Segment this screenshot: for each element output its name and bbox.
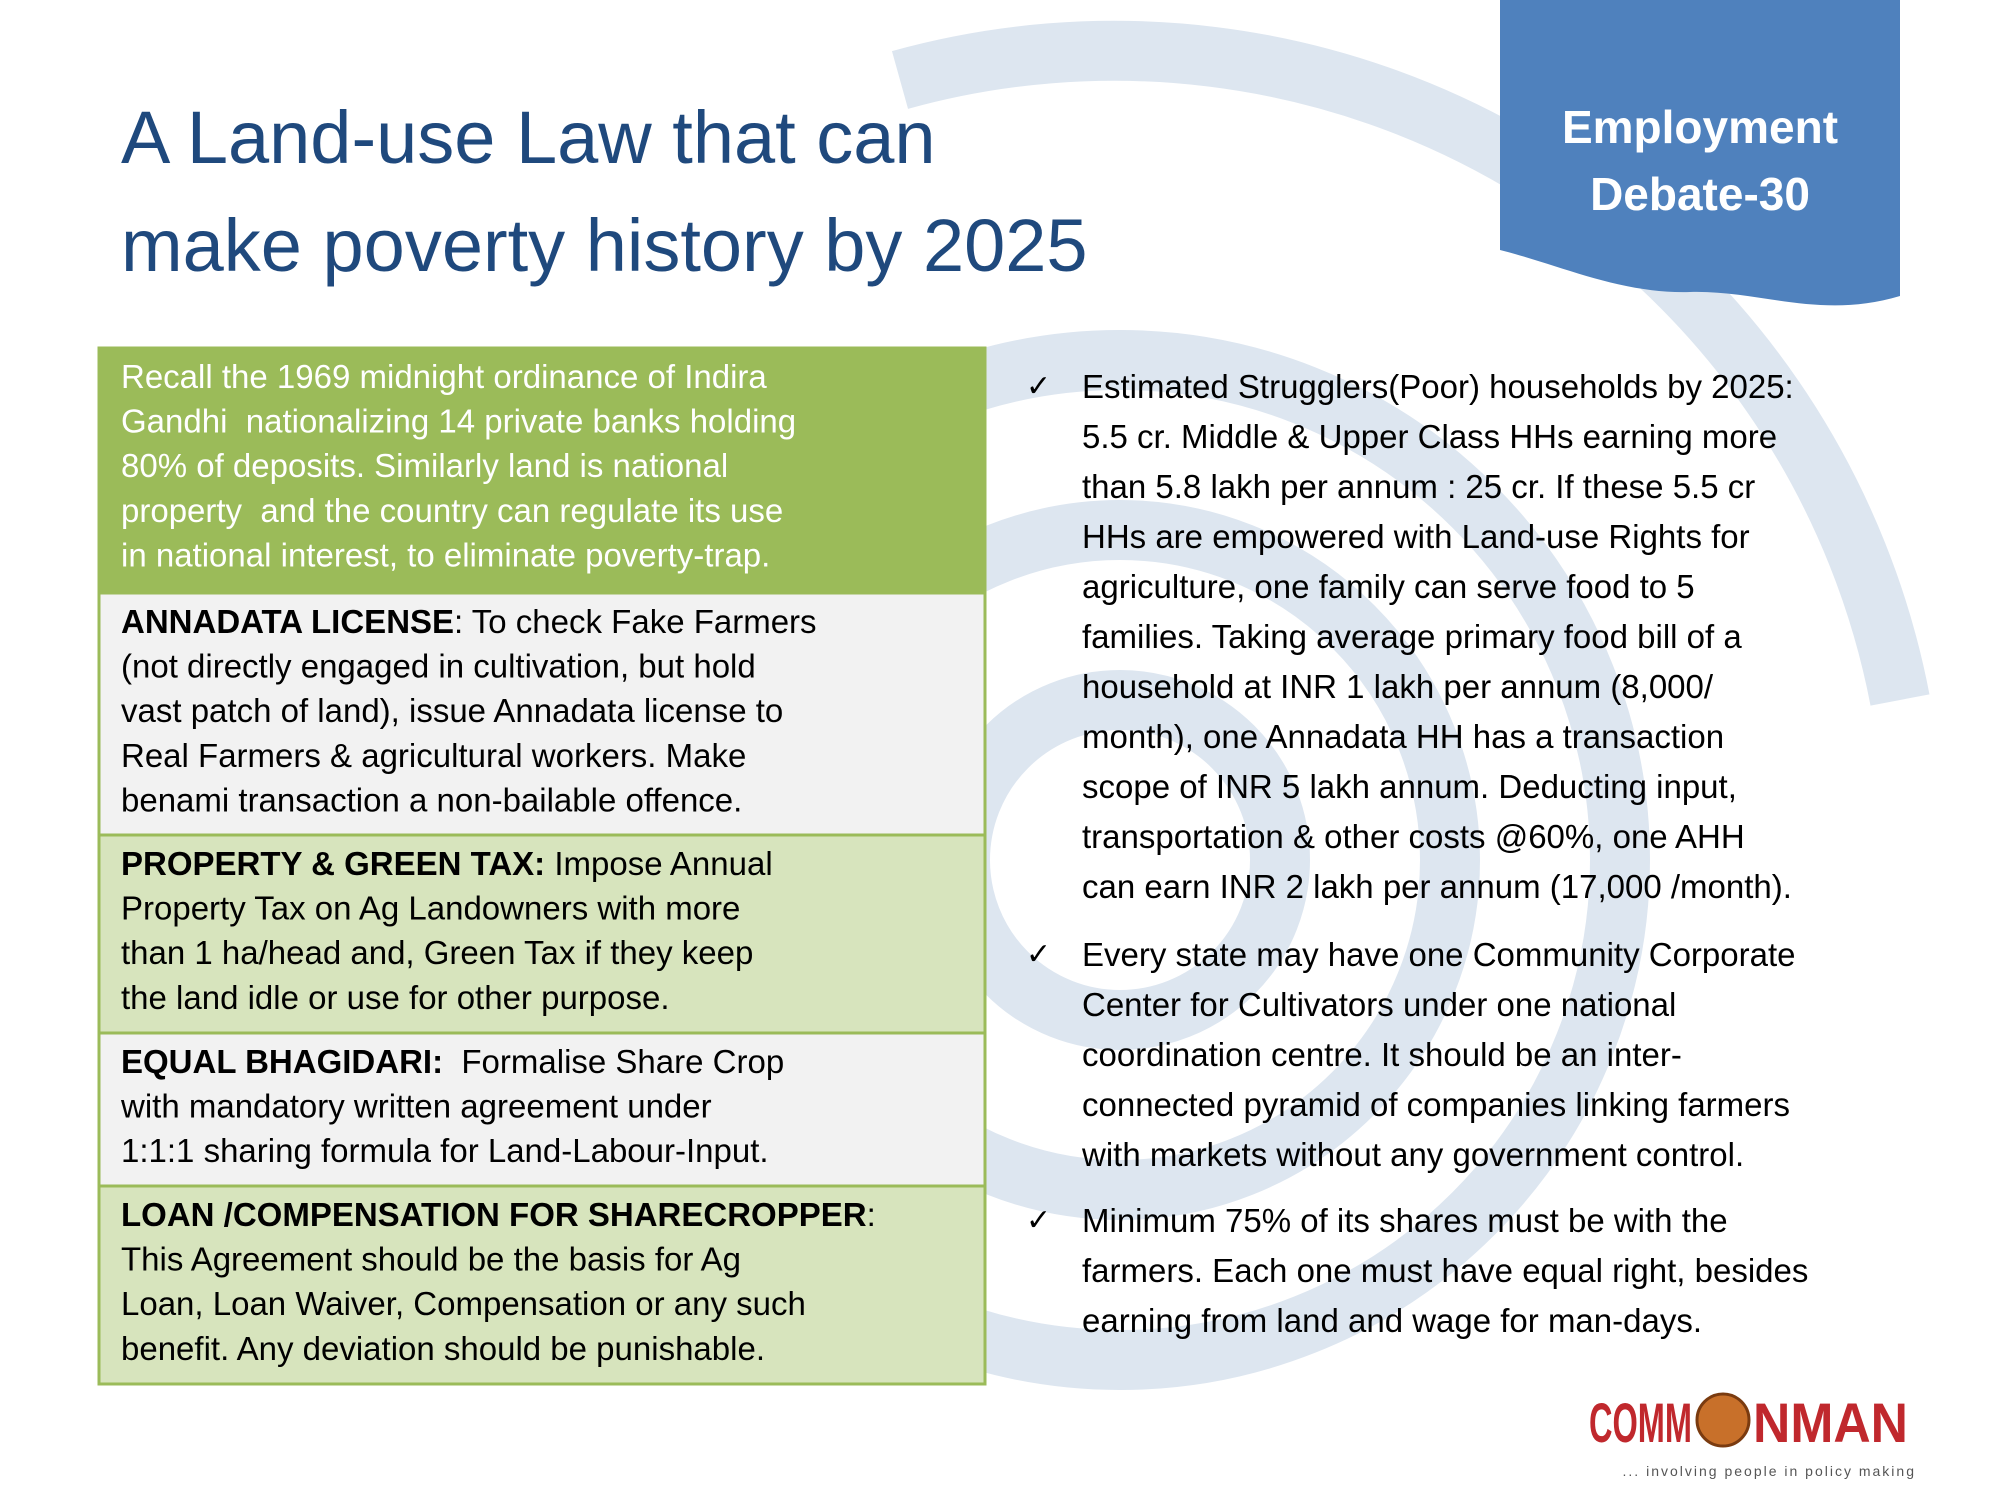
bullet-line: Estimated Strugglers(Poor) households by…: [1082, 368, 1794, 405]
bullet-line: 5.5 cr. Middle & Upper Class HHs earning…: [1082, 418, 1777, 455]
badge-shape: [1500, 0, 1900, 306]
box-text: Gandhi nationalizing 14 private banks ho…: [121, 403, 796, 440]
box-line: Loan, Loan Waiver, Compensation or any s…: [121, 1285, 806, 1322]
info-box: [97, 1184, 987, 1386]
bullet-line: families. Taking average primary food bi…: [1082, 618, 1742, 655]
check-mark: ✓: [1026, 938, 1051, 971]
bullet-line: than 5.8 lakh per annum : 25 cr. If thes…: [1082, 468, 1755, 505]
box-text: with mandatory written agreement under: [120, 1088, 712, 1125]
logo-right: NMAN: [1753, 1391, 1908, 1454]
logo: COMM NMAN ... involving people in policy…: [1589, 1391, 1916, 1479]
box-text: 80% of deposits. Similarly land is natio…: [121, 447, 728, 484]
box-text: Recall the 1969 midnight ordinance of In…: [121, 358, 767, 395]
bullet-line: Every state may have one Community Corpo…: [1082, 936, 1795, 973]
badge-line: Employment: [1562, 101, 1838, 153]
box-line: Real Farmers & agricultural workers. Mak…: [121, 737, 746, 774]
bullet-line: farmers. Each one must have equal right,…: [1082, 1252, 1808, 1289]
box-line: vast patch of land), issue Annadata lice…: [121, 692, 783, 729]
box-heading: ANNADATA LICENSE: [121, 603, 454, 640]
box-text: : To check Fake Farmers: [454, 603, 817, 640]
bullet-line: transportation & other costs @60%, one A…: [1082, 818, 1745, 855]
box-line: LOAN /COMPENSATION FOR SHARECROPPER:: [121, 1196, 876, 1233]
box-line: in national interest, to eliminate pover…: [121, 536, 770, 573]
bullet-line: scope of INR 5 lakh annum. Deducting inp…: [1082, 768, 1737, 805]
box-line: 80% of deposits. Similarly land is natio…: [121, 447, 728, 484]
box-text: 1:1:1 sharing formula for Land-Labour-In…: [121, 1132, 769, 1169]
box-line: (not directly engaged in cultivation, bu…: [121, 648, 756, 685]
check-mark: ✓: [1026, 1204, 1051, 1237]
box-line: with mandatory written agreement under: [120, 1088, 712, 1125]
bullet-line: earning from land and wage for man-days.: [1082, 1302, 1702, 1339]
box-heading: PROPERTY & GREEN TAX:: [121, 845, 545, 882]
content: A Land-use Law that can make poverty hist…: [97, 96, 1838, 1386]
box-line: the land idle or use for other purpose.: [121, 979, 670, 1016]
box-line: property and the country can regulate it…: [121, 492, 783, 529]
bullet-line: household at INR 1 lakh per annum (8,000…: [1082, 668, 1714, 705]
box-text: Property Tax on Ag Landowners with more: [121, 890, 740, 927]
bullet-line: Center for Cultivators under one nationa…: [1082, 986, 1676, 1023]
bullet-line: month), one Annadata HH has a transactio…: [1082, 718, 1724, 755]
bullet-line: with markets without any government cont…: [1081, 1136, 1744, 1173]
box-text: :: [867, 1196, 876, 1233]
box-text: than 1 ha/head and, Green Tax if they ke…: [121, 934, 753, 971]
box-text: in national interest, to eliminate pover…: [121, 536, 770, 573]
box-line: benami transaction a non-bailable offenc…: [121, 781, 742, 818]
box-text: Loan, Loan Waiver, Compensation or any s…: [121, 1285, 806, 1322]
logo-globe: [1695, 1392, 1751, 1448]
bullet-line: agriculture, one family can serve food t…: [1082, 568, 1695, 605]
bullet-line: HHs are empowered with Land-use Rights f…: [1082, 518, 1750, 555]
logo-tagline: ... involving people in policy making: [1623, 1463, 1916, 1479]
box-text: Real Farmers & agricultural workers. Mak…: [121, 737, 746, 774]
box-text: benefit. Any deviation should be punisha…: [121, 1330, 765, 1367]
box-line: Recall the 1969 midnight ordinance of In…: [121, 358, 767, 395]
bullet-line: coordination centre. It should be an int…: [1082, 1036, 1682, 1073]
badge-line: Debate-30: [1590, 168, 1810, 220]
box-line: 1:1:1 sharing formula for Land-Labour-In…: [121, 1132, 769, 1169]
bullet-line: connected pyramid of companies linking f…: [1082, 1086, 1790, 1123]
info-box: [97, 346, 987, 595]
title-line: make poverty history by 2025: [121, 204, 1088, 287]
bullet-line: Minimum 75% of its shares must be with t…: [1082, 1202, 1728, 1239]
box-text: This Agreement should be the basis for A…: [121, 1241, 741, 1278]
box-line: benefit. Any deviation should be punisha…: [121, 1330, 765, 1367]
title-line: A Land-use Law that can: [121, 96, 936, 179]
box-text: the land idle or use for other purpose.: [121, 979, 670, 1016]
box-line: Property Tax on Ag Landowners with more: [121, 890, 740, 927]
box-line: EQUAL BHAGIDARI: Formalise Share Crop: [121, 1043, 784, 1080]
info-box: [97, 1031, 987, 1188]
box-line: PROPERTY & GREEN TAX: Impose Annual: [121, 845, 773, 882]
box-heading: LOAN /COMPENSATION FOR SHARECROPPER: [121, 1196, 867, 1233]
box-line: ANNADATA LICENSE: To check Fake Farmers: [121, 603, 817, 640]
box-line: Gandhi nationalizing 14 private banks ho…: [121, 403, 796, 440]
box-text: benami transaction a non-bailable offenc…: [121, 781, 742, 818]
box-line: This Agreement should be the basis for A…: [121, 1241, 741, 1278]
box-text: Formalise Share Crop: [443, 1043, 784, 1080]
bullet-line: can earn INR 2 lakh per annum (17,000 /m…: [1082, 868, 1792, 905]
box-line: than 1 ha/head and, Green Tax if they ke…: [121, 934, 753, 971]
check-mark: ✓: [1026, 370, 1051, 403]
info-box: [97, 833, 987, 1035]
box-text: vast patch of land), issue Annadata lice…: [121, 692, 783, 729]
box-text: property and the country can regulate it…: [121, 492, 783, 529]
info-box: [97, 591, 987, 837]
box-text: Impose Annual: [545, 845, 773, 882]
logo-left: COMM: [1589, 1391, 1692, 1454]
box-heading: EQUAL BHAGIDARI:: [121, 1043, 443, 1080]
box-text: (not directly engaged in cultivation, bu…: [121, 648, 756, 685]
